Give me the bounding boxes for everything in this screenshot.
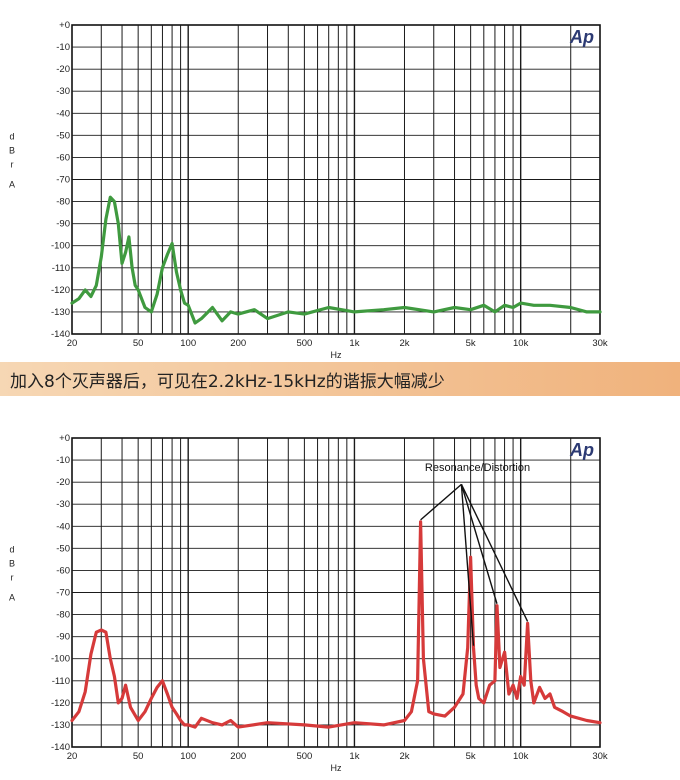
x-axis-label: Hz <box>331 350 342 360</box>
chart-bottom: +0 -10 -20 -30 -40 -50 -60 -70 -80 -90 -100 -110 -12… <box>9 433 608 773</box>
x-tick-label: 2k <box>399 751 409 762</box>
x-tick-label: 5k <box>466 338 476 349</box>
y-axis-label: B <box>9 559 15 569</box>
y-tick-label: -10 <box>56 455 70 466</box>
x-tick-label: 50 <box>133 751 144 762</box>
y-tick-label: -70 <box>56 175 70 186</box>
x-tick-label: 2k <box>399 338 409 349</box>
y-tick-label: -60 <box>56 152 70 163</box>
y-tick-label: -100 <box>51 241 70 252</box>
caption-text: 加入8个灭声器后，可见在2.2kHz-15kHz的谐振大幅减少 <box>10 371 445 392</box>
y-tick-label: -120 <box>51 698 70 709</box>
annotation-pointer <box>460 484 475 646</box>
annotation-pointer <box>460 484 498 604</box>
y-tick-label: -90 <box>56 632 70 643</box>
x-tick-label: 100 <box>180 751 196 762</box>
y-tick-label: +0 <box>59 433 70 444</box>
x-tick-label: 1k <box>349 338 359 349</box>
caption-band: 加入8个灭声器后，可见在2.2kHz-15kHz的谐振大幅减少 <box>0 362 680 396</box>
annotation-label: Resonance/Distortion <box>425 462 530 474</box>
y-tick-label: -10 <box>56 42 70 53</box>
x-tick-label: 200 <box>230 338 246 349</box>
y-tick-label: -40 <box>56 108 70 119</box>
y-tick-label: -40 <box>56 521 70 532</box>
x-tick-label: 100 <box>180 338 196 349</box>
series-line-0 <box>70 195 602 325</box>
y-tick-label: -90 <box>56 219 70 230</box>
separator <box>0 396 680 410</box>
ap-logo: Ap <box>569 440 594 460</box>
y-tick-label: -130 <box>51 720 70 731</box>
x-tick-label: 50 <box>133 338 144 349</box>
y-tick-label: -20 <box>56 477 70 488</box>
y-tick-label: -140 <box>51 329 70 340</box>
y-axis-label: A <box>9 180 15 190</box>
y-axis-label: r <box>11 160 14 170</box>
y-tick-label: -130 <box>51 307 70 318</box>
y-tick-label: -70 <box>56 588 70 599</box>
y-tick-label: -80 <box>56 197 70 208</box>
y-tick-label: -50 <box>56 543 70 554</box>
chart-top: +0 -10 -20 -30 -40 -50 -60 -70 -80 -90 -100 -110 -12… <box>9 20 608 360</box>
y-tick-label: -100 <box>51 654 70 665</box>
x-tick-label: 10k <box>513 751 529 762</box>
y-tick-label: -50 <box>56 130 70 141</box>
y-axis-label: A <box>9 593 15 603</box>
y-tick-label: -120 <box>51 285 70 296</box>
annotation-pointer <box>460 484 529 622</box>
y-axis-label: d <box>9 132 14 142</box>
x-axis-label: Hz <box>331 763 342 773</box>
y-tick-label: -80 <box>56 610 70 621</box>
x-tick-label: 500 <box>296 751 312 762</box>
chart-panel-top: +0 -10 -20 -30 -40 -50 -60 -70 -80 -90 -100 -110 -12… <box>0 0 680 362</box>
annotation-pointer <box>420 483 462 521</box>
y-tick-label: -30 <box>56 499 70 510</box>
x-tick-label: 20 <box>67 338 78 349</box>
chart-panel-bottom: +0 -10 -20 -30 -40 -50 -60 -70 -80 -90 -100 -110 -12… <box>0 410 680 775</box>
x-tick-label: 10k <box>513 338 529 349</box>
y-tick-label: +0 <box>59 20 70 31</box>
x-tick-label: 30k <box>592 751 608 762</box>
x-tick-label: 5k <box>466 751 476 762</box>
y-tick-label: -110 <box>52 263 70 274</box>
y-tick-label: -140 <box>51 742 70 753</box>
x-tick-label: 200 <box>230 751 246 762</box>
x-tick-label: 500 <box>296 338 312 349</box>
x-tick-label: 30k <box>592 338 608 349</box>
x-tick-label: 20 <box>67 751 78 762</box>
y-tick-label: -60 <box>56 565 70 576</box>
y-tick-label: -20 <box>56 64 70 75</box>
y-tick-label: -110 <box>52 676 70 687</box>
y-axis-label: B <box>9 146 15 156</box>
x-tick-label: 1k <box>349 751 359 762</box>
y-axis-label: r <box>11 573 14 583</box>
ap-logo: Ap <box>569 27 594 47</box>
y-axis-label: d <box>9 545 14 555</box>
series-line-0 <box>70 520 602 729</box>
y-tick-label: -30 <box>56 86 70 97</box>
